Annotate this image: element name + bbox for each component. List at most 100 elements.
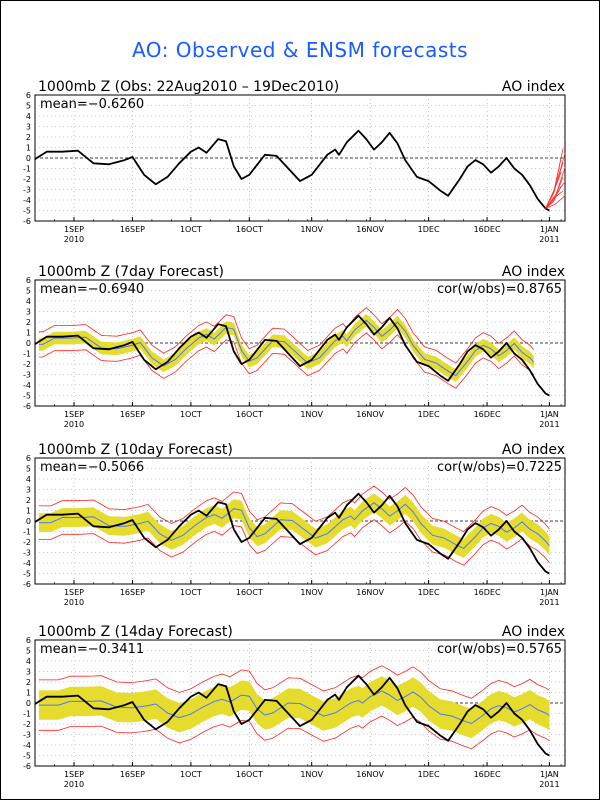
panel-title: 1000mb Z (Obs: 22Aug2010 – 19Dec2010) [38, 79, 339, 95]
y-tick-label: 2 [26, 318, 31, 327]
x-tick-label: 16DEC [474, 770, 501, 779]
observed-line [34, 492, 550, 575]
x-tick-label: 16SEP [120, 225, 145, 234]
y-tick-label: -5 [23, 392, 31, 401]
y-tick-label: 4 [26, 112, 31, 121]
ensemble-member-line [545, 167, 566, 209]
y-tick-label: 5 [26, 465, 31, 474]
x-tick-year: 2010 [64, 420, 84, 429]
x-tick-label: 16NOV [356, 770, 384, 779]
x-tick-label: 1JAN [540, 410, 559, 419]
panel-title: 1000mb Z (10day Forecast) [38, 442, 233, 458]
y-tick-label: 0 [26, 154, 31, 163]
y-tick-label: 6 [26, 91, 31, 100]
y-tick-label: 0 [26, 699, 31, 708]
y-tick-label: -1 [23, 165, 31, 174]
ensemble-member-line [545, 148, 564, 209]
y-tick-label: -3 [23, 186, 31, 195]
correlation-label: cor(w/obs)=0.8765 [437, 282, 562, 297]
y-tick-label: 1 [26, 329, 31, 338]
observed-line [34, 314, 550, 397]
x-tick-label: 1JAN [540, 225, 559, 234]
y-tick-label: 5 [26, 287, 31, 296]
x-tick-year: 2011 [539, 420, 559, 429]
observed-line [34, 129, 550, 212]
y-tick-label: 2 [26, 496, 31, 505]
y-tick-label: 2 [26, 133, 31, 142]
y-tick-label: 2 [26, 678, 31, 687]
x-tick-label: 16NOV [356, 225, 384, 234]
x-tick-label: 1OCT [180, 588, 202, 597]
x-tick-label: 1DEC [418, 770, 440, 779]
y-tick-label: 3 [26, 486, 31, 495]
x-tick-label: 16DEC [474, 410, 501, 419]
y-tick-label: 4 [26, 657, 31, 666]
x-tick-label: 16NOV [356, 588, 384, 597]
y-tick-label: -4 [23, 559, 31, 568]
y-tick-label: -4 [23, 381, 31, 390]
y-tick-label: -3 [23, 731, 31, 740]
panel-right-title: AO index [502, 264, 565, 280]
x-tick-label: 16NOV [356, 410, 384, 419]
x-tick-label: 1NOV [300, 770, 323, 779]
y-tick-label: -4 [23, 196, 31, 205]
y-tick-label: -5 [23, 752, 31, 761]
y-tick-label: -6 [23, 580, 31, 589]
y-tick-label: -3 [23, 549, 31, 558]
x-tick-label: 1DEC [418, 225, 440, 234]
mean-label: mean=−0.3411 [40, 642, 144, 657]
ensemble-member-line [545, 195, 566, 209]
panel-title: 1000mb Z (7day Forecast) [38, 264, 224, 280]
x-tick-label: 1SEP [64, 410, 84, 419]
y-tick-label: 5 [26, 102, 31, 111]
y-tick-label: -2 [23, 360, 31, 369]
y-tick-label: 6 [26, 454, 31, 463]
x-tick-label: 1JAN [540, 770, 559, 779]
y-tick-label: 4 [26, 475, 31, 484]
x-tick-label: 1NOV [300, 225, 323, 234]
y-tick-label: 1 [26, 144, 31, 153]
x-tick-label: 1DEC [418, 588, 440, 597]
y-tick-label: -2 [23, 720, 31, 729]
x-tick-label: 1OCT [180, 770, 202, 779]
x-tick-label: 16OCT [236, 770, 263, 779]
x-tick-year: 2011 [539, 598, 559, 607]
x-tick-label: 1OCT [180, 410, 202, 419]
correlation-label: cor(w/obs)=0.5765 [437, 642, 562, 657]
x-tick-year: 2011 [539, 235, 559, 244]
y-tick-label: -4 [23, 741, 31, 750]
y-tick-label: 6 [26, 636, 31, 645]
y-tick-label: -1 [23, 710, 31, 719]
y-tick-label: -5 [23, 207, 31, 216]
y-tick-label: 0 [26, 339, 31, 348]
ensemble-spread-band [38, 493, 550, 558]
x-tick-label: 16DEC [474, 588, 501, 597]
ensemble-mean-line [38, 502, 550, 550]
y-tick-label: -6 [23, 762, 31, 771]
x-tick-label: 16SEP [120, 770, 145, 779]
y-tick-label: 4 [26, 297, 31, 306]
upper-spread-line [38, 485, 550, 533]
x-tick-label: 1DEC [418, 410, 440, 419]
panel-title: 1000mb Z (14day Forecast) [38, 624, 233, 640]
panel-right-title: AO index [502, 624, 565, 640]
y-tick-label: -6 [23, 217, 31, 226]
y-tick-label: 3 [26, 668, 31, 677]
y-tick-label: -6 [23, 402, 31, 411]
observed-line [34, 674, 550, 757]
x-tick-label: 16OCT [236, 588, 263, 597]
page-title: AO: Observed & ENSM forecasts [131, 38, 469, 62]
mean-label: mean=−0.6940 [40, 282, 144, 297]
correlation-label: cor(w/obs)=0.7225 [437, 460, 562, 475]
x-tick-label: 1SEP [64, 225, 84, 234]
y-tick-label: 3 [26, 308, 31, 317]
y-tick-label: -1 [23, 350, 31, 359]
x-tick-year: 2011 [539, 780, 559, 789]
y-tick-label: -3 [23, 371, 31, 380]
ensemble-mean-line [38, 690, 550, 725]
y-tick-label: -2 [23, 538, 31, 547]
ensemble-mean-line [38, 319, 535, 377]
